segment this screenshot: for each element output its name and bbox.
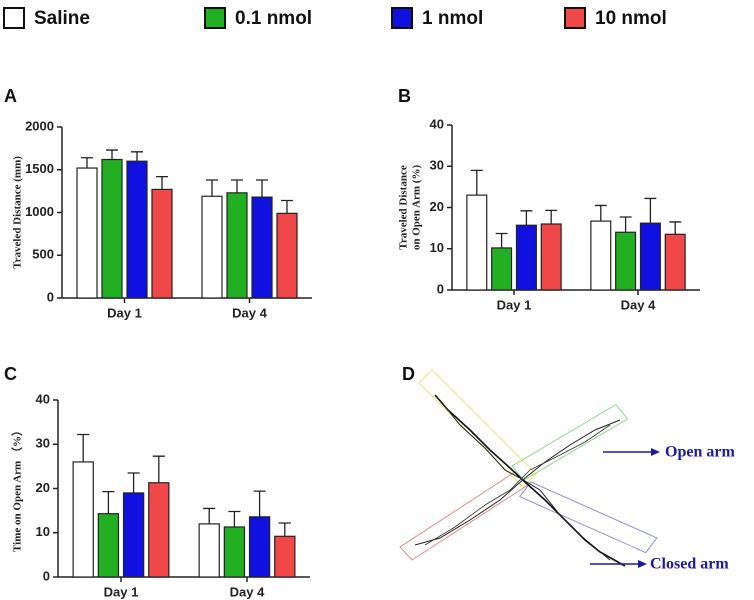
bar	[148, 482, 170, 578]
x-tick-label: Day 1	[107, 305, 142, 320]
error-bar	[231, 179, 243, 193]
bar	[122, 492, 145, 578]
bar	[76, 167, 98, 299]
error-bar	[495, 232, 508, 248]
bar	[590, 220, 612, 291]
x-tick-label: Day 4	[230, 584, 265, 599]
error-bar	[127, 472, 140, 493]
error-bar	[206, 179, 218, 197]
error-bar	[152, 455, 165, 483]
x-tick-label: Day 1	[104, 584, 139, 599]
y-tick-label: 10	[430, 240, 444, 255]
bar	[664, 233, 686, 291]
error-bar	[77, 433, 90, 462]
bar	[466, 194, 488, 291]
legend-label: 0.1 nmol	[235, 8, 312, 29]
error-bar	[470, 169, 483, 196]
track	[434, 394, 626, 567]
error-bar	[102, 490, 115, 514]
error-bar	[594, 204, 607, 222]
track	[424, 424, 611, 546]
error-bar	[81, 157, 93, 169]
maze-arm	[418, 369, 537, 488]
y-tick-label: 40	[430, 116, 444, 131]
bar	[515, 224, 537, 291]
legend-label: Saline	[34, 8, 90, 29]
y-axis-label: on Open Arm (%)	[411, 165, 423, 251]
y-axis-label: Traveled Distance (mm)	[12, 156, 24, 269]
track	[439, 399, 611, 561]
y-tick-label: 0	[47, 289, 54, 304]
bar	[223, 526, 246, 578]
bar	[101, 158, 123, 299]
legend-swatch	[564, 7, 586, 29]
error-bar	[228, 510, 241, 527]
bar	[97, 513, 120, 578]
error-bar	[203, 507, 216, 524]
maze-arm	[511, 403, 629, 482]
maze-arm	[399, 471, 529, 561]
panel-label: D	[402, 364, 415, 384]
error-bar	[256, 179, 268, 198]
error-bar	[520, 210, 533, 226]
bar	[639, 222, 661, 291]
bar	[151, 188, 173, 299]
y-axis-label: Time on Open Arm （%）	[11, 425, 24, 552]
bar	[251, 196, 273, 299]
y-tick-label: 500	[32, 247, 54, 262]
legend-swatch	[391, 7, 413, 29]
y-tick-label: 10	[36, 524, 50, 539]
error-bar	[278, 522, 291, 537]
y-tick-label: 2000	[25, 118, 54, 133]
error-bar	[669, 221, 682, 235]
x-tick-label: Day 4	[232, 305, 267, 320]
bar	[615, 231, 637, 291]
panel-label: B	[398, 86, 411, 106]
arrow-head	[638, 560, 647, 568]
panel-label: A	[4, 86, 17, 106]
arrow-head	[651, 448, 660, 456]
y-tick-label: 0	[437, 281, 444, 296]
legend-swatch	[3, 7, 25, 29]
error-bar	[644, 197, 657, 224]
maze-diagram	[399, 369, 660, 568]
error-bar	[106, 149, 118, 160]
error-bar	[131, 151, 143, 162]
y-tick-label: 1500	[25, 161, 54, 176]
annotation: Open arm	[665, 444, 735, 461]
legend-swatch	[204, 7, 226, 29]
error-bar	[156, 175, 168, 190]
y-tick-label: 0	[43, 568, 50, 583]
track	[414, 419, 621, 546]
legend-label: 10 nmol	[595, 8, 667, 29]
error-bar	[619, 216, 632, 233]
y-axis-label: Traveled Distance	[398, 165, 410, 250]
panel-label: C	[4, 364, 17, 384]
y-tick-label: 30	[36, 436, 50, 451]
error-bar	[545, 209, 558, 224]
x-tick-label: Day 1	[497, 297, 532, 312]
y-tick-label: 20	[430, 199, 444, 214]
y-tick-label: 40	[36, 391, 50, 406]
y-tick-label: 1000	[25, 204, 54, 219]
bar	[226, 192, 248, 299]
maze-arm	[518, 481, 658, 554]
bar	[276, 212, 298, 299]
bar	[198, 523, 220, 578]
bar	[540, 223, 562, 291]
y-tick-label: 20	[36, 480, 50, 495]
bar	[248, 516, 271, 578]
bar	[72, 461, 94, 578]
bar	[126, 160, 148, 299]
bar	[274, 535, 296, 578]
legend-label: 1 nmol	[422, 8, 483, 29]
bar	[491, 247, 513, 291]
error-bar	[281, 199, 293, 214]
bar	[201, 195, 223, 299]
annotation: Closed arm	[650, 556, 729, 573]
y-tick-label: 30	[430, 158, 444, 173]
error-bar	[253, 490, 266, 517]
x-tick-label: Day 4	[621, 297, 656, 312]
